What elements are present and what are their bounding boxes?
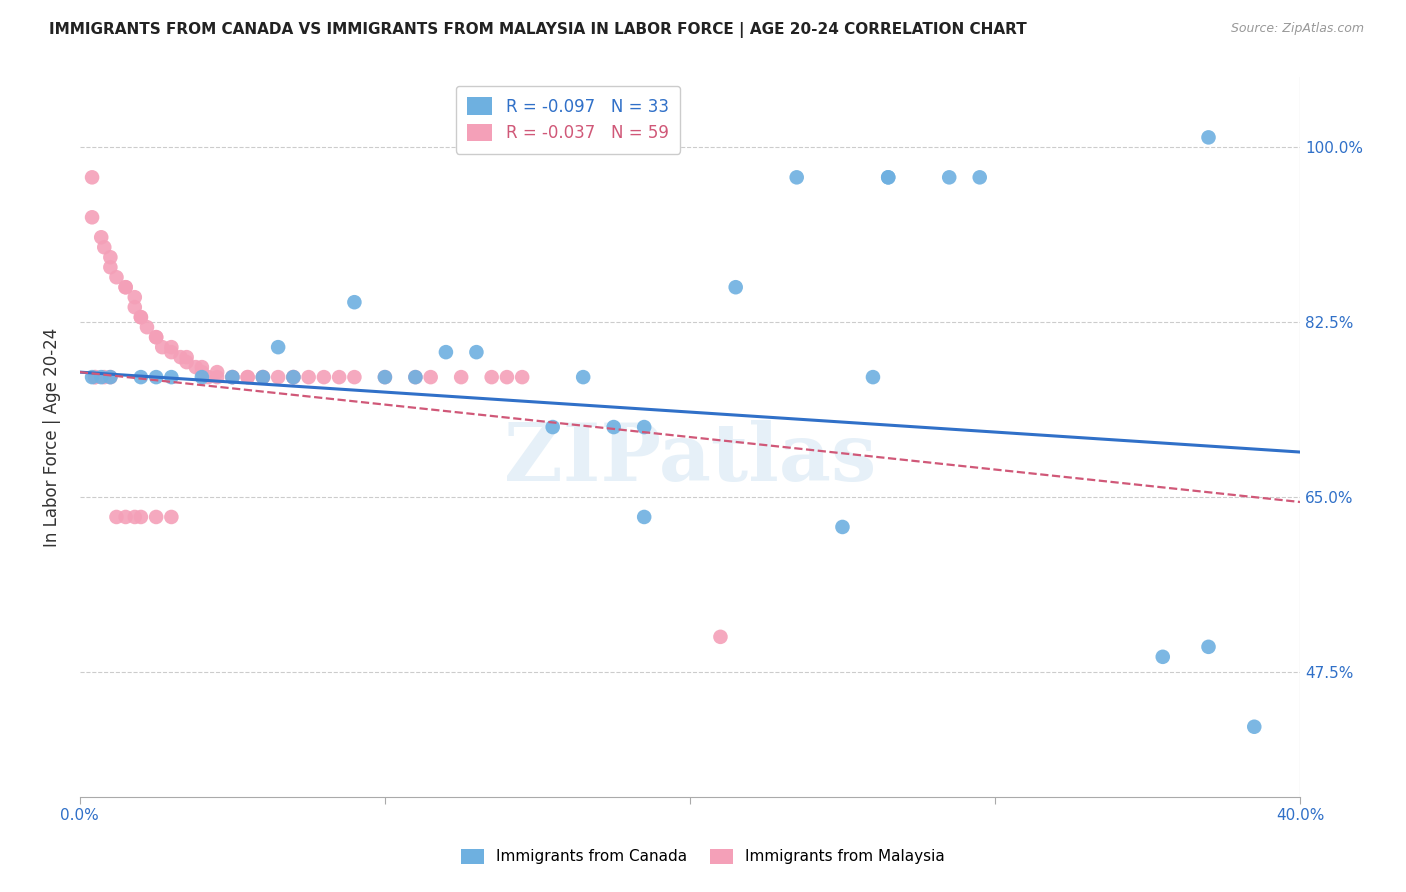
Point [434,345,457,359]
Point [176,350,198,364]
Point [145,370,167,384]
Point [221,370,243,384]
Point [197,370,219,384]
Point [124,300,146,314]
Point [136,320,159,334]
Point [124,290,146,304]
Point [160,370,183,384]
Point [465,345,488,359]
Text: IMMIGRANTS FROM CANADA VS IMMIGRANTS FROM MALAYSIA IN LABOR FORCE | AGE 20-24 CO: IMMIGRANTS FROM CANADA VS IMMIGRANTS FRO… [49,22,1026,38]
Point [572,370,595,384]
Point [404,370,426,384]
Point [114,280,136,294]
Point [145,330,167,344]
Point [124,510,146,524]
Point [100,370,122,384]
Point [129,310,152,325]
Point [205,365,228,379]
Point [283,370,305,384]
Legend: R = -0.097   N = 33, R = -0.037   N = 59: R = -0.097 N = 33, R = -0.037 N = 59 [456,86,681,153]
Text: Source: ZipAtlas.com: Source: ZipAtlas.com [1230,22,1364,36]
Text: ZIPatlas: ZIPatlas [503,419,876,498]
Point [100,370,122,384]
Point [129,370,152,384]
Point [724,280,747,294]
Point [191,360,214,375]
Point [298,370,321,384]
Y-axis label: In Labor Force | Age 20-24: In Labor Force | Age 20-24 [44,327,60,547]
Point [105,270,128,285]
Point [786,170,808,185]
Point [709,630,731,644]
Point [205,370,228,384]
Point [221,370,243,384]
Point [283,370,305,384]
Point [343,295,366,310]
Point [129,310,152,325]
Point [84,370,107,384]
Point [80,170,103,185]
Point [496,370,519,384]
Point [374,370,396,384]
Point [150,340,173,354]
Point [100,260,122,275]
Point [862,370,884,384]
Point [374,370,396,384]
Point [252,370,274,384]
Point [93,370,115,384]
Point [191,370,214,384]
Point [938,170,960,185]
Point [160,510,183,524]
Point [114,280,136,294]
Point [1243,720,1265,734]
Point [510,370,533,384]
Point [283,370,305,384]
Point [169,350,191,364]
Point [831,520,853,534]
Point [176,355,198,369]
Point [1198,130,1220,145]
Point [160,345,183,359]
Point [236,370,259,384]
Point [184,360,207,375]
Point [100,250,122,264]
Point [481,370,503,384]
Point [267,370,290,384]
Point [90,230,112,244]
Point [419,370,441,384]
Point [541,420,564,434]
Legend: Immigrants from Canada, Immigrants from Malaysia: Immigrants from Canada, Immigrants from … [451,839,955,873]
Point [877,170,900,185]
Point [191,365,214,379]
Point [129,510,152,524]
Point [404,370,426,384]
Point [1198,640,1220,654]
Point [252,370,274,384]
Point [114,510,136,524]
Point [633,420,655,434]
Point [602,420,624,434]
Point [267,340,290,354]
Point [328,370,350,384]
Point [312,370,335,384]
Point [145,510,167,524]
Point [90,370,112,384]
Point [633,510,655,524]
Point [160,340,183,354]
Point [252,370,274,384]
Point [236,370,259,384]
Point [450,370,472,384]
Point [145,330,167,344]
Point [84,370,107,384]
Point [80,211,103,225]
Point [1152,649,1174,664]
Point [221,370,243,384]
Point [93,240,115,254]
Point [969,170,991,185]
Point [105,510,128,524]
Point [877,170,900,185]
Point [343,370,366,384]
Point [80,370,103,384]
